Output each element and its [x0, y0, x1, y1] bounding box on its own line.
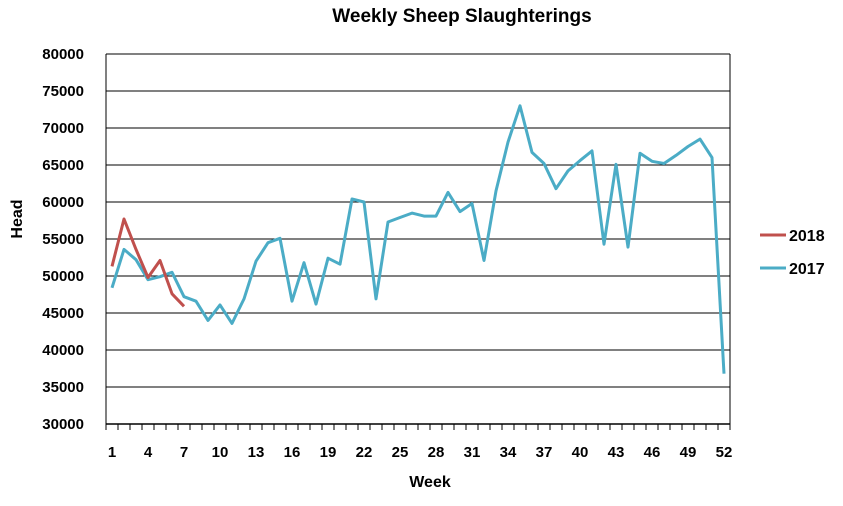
y-tick-label: 40000 — [42, 342, 84, 359]
x-tick-label: 16 — [284, 444, 301, 461]
x-tick-label: 1 — [108, 444, 116, 461]
y-axis-tick-labels: 30000 35000 40000 45000 50000 55000 60000 65000… — [42, 46, 84, 433]
x-axis-tick-labels: 1 4 7 10 13 16 19 22 25 28 31 34 37 40 43 46 49 52 — [108, 444, 733, 461]
x-tick-label: 13 — [248, 444, 265, 461]
x-tick-label: 22 — [356, 444, 373, 461]
x-axis-title: Week — [409, 474, 451, 491]
y-tick-label: 45000 — [42, 305, 84, 322]
x-tick-label: 34 — [500, 444, 517, 461]
x-tick-label: 25 — [392, 444, 409, 461]
x-tick-label: 49 — [680, 444, 697, 461]
x-tick-label: 28 — [428, 444, 445, 461]
y-tick-label: 75000 — [42, 83, 84, 100]
x-axis — [105, 54, 731, 430]
x-tick-label: 10 — [212, 444, 229, 461]
x-tick-label: 37 — [536, 444, 553, 461]
x-tick-label: 7 — [180, 444, 188, 461]
legend-label-2018: 2018 — [789, 228, 825, 245]
y-tick-label: 35000 — [42, 379, 84, 396]
x-tick-label: 52 — [716, 444, 733, 461]
y-tick-label: 65000 — [42, 157, 84, 174]
gridlines — [106, 53, 730, 388]
series-lines — [110, 104, 726, 374]
y-tick-label: 30000 — [42, 416, 84, 433]
x-tick-label: 40 — [572, 444, 589, 461]
y-tick-label: 60000 — [42, 194, 84, 211]
x-tick-label: 31 — [464, 444, 481, 461]
y-axis-title: Head — [9, 199, 26, 238]
chart-title: Weekly Sheep Slaughterings — [332, 6, 591, 27]
series-line-2018 — [110, 217, 186, 308]
legend: 2018 2017 — [760, 228, 825, 278]
series-line-2017 — [110, 104, 726, 374]
x-tick-label: 19 — [320, 444, 337, 461]
x-tick-label: 43 — [608, 444, 625, 461]
legend-label-2017: 2017 — [789, 261, 825, 278]
y-tick-label: 55000 — [42, 231, 84, 248]
y-tick-label: 50000 — [42, 268, 84, 285]
y-tick-label: 80000 — [42, 46, 84, 63]
x-tick-label: 46 — [644, 444, 661, 461]
x-tick-label: 4 — [144, 444, 153, 461]
y-tick-label: 70000 — [42, 120, 84, 137]
